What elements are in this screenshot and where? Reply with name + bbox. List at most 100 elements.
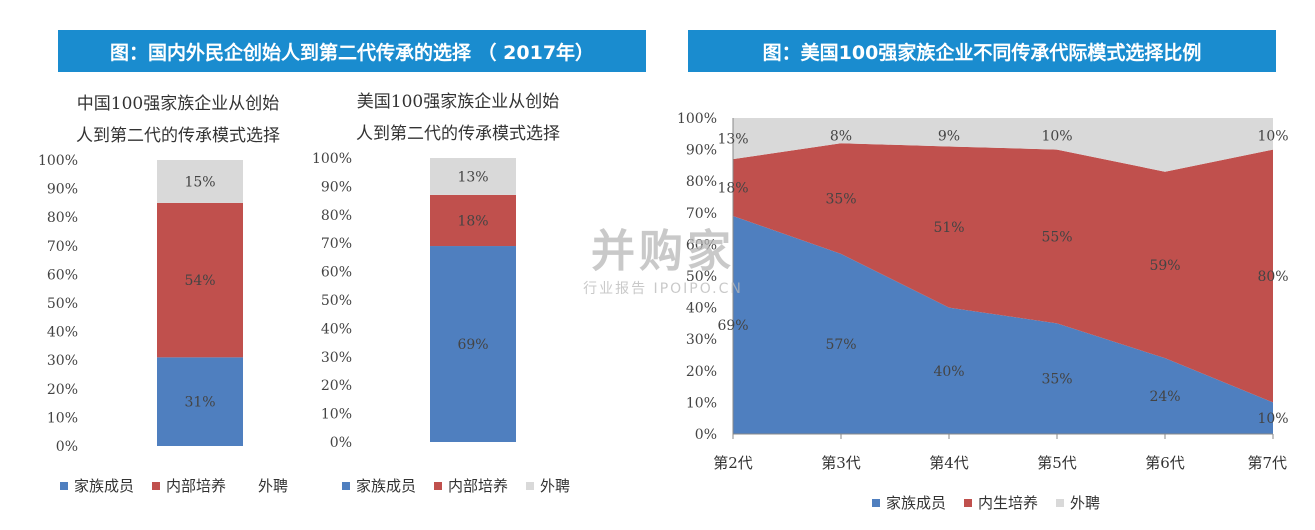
china-chart-ytick-label: 90% <box>47 182 78 198</box>
china-chart-bar-data-label: 54% <box>184 273 215 289</box>
china-chart-ytick-label: 30% <box>47 353 78 369</box>
generation-chart-xtick-label: 第2代 <box>713 454 753 472</box>
china-chart-legend-item: 家族成员 <box>60 475 134 496</box>
generation-chart-ytick-label: 60% <box>686 237 717 253</box>
generation-chart-legend-item: 内生培养 <box>964 492 1038 513</box>
generation-chart-ytick-label: 70% <box>686 206 717 222</box>
left-banner-title: 图：国内外民企创始人到第二代传承的选择 （ 2017年） <box>58 30 646 72</box>
us-chart-title: 美国100强家族企业从创始 人到第二代的传承模式选择 <box>330 86 586 150</box>
us-chart-ytick-label: 30% <box>321 350 352 366</box>
generation-chart-legend-item: 家族成员 <box>872 492 946 513</box>
us-chart-ytick-label: 70% <box>321 236 352 252</box>
us-chart-ytick-label: 90% <box>321 179 352 195</box>
generation-chart-area-2 <box>733 143 1273 403</box>
china-chart-ytick-label: 70% <box>47 239 78 255</box>
us-chart-bar-data-label: 69% <box>457 337 488 353</box>
us-chart-ytick-label: 50% <box>321 293 352 309</box>
us-chart-bar-data-label: 13% <box>457 169 488 185</box>
generation-chart-ytick-label: 30% <box>686 332 717 348</box>
generation-chart-ytick-label: 90% <box>686 143 717 159</box>
us-chart-legend-label: 内部培养 <box>448 477 509 495</box>
generation-chart-legend-label: 内生培养 <box>978 494 1039 512</box>
generation-chart-legend-label: 外聘 <box>1070 494 1101 512</box>
china-chart-legend-swatch <box>244 482 252 490</box>
china-chart-title-line-1: 中国100强家族企业从创始 <box>76 94 280 114</box>
generation-chart-legend-swatch <box>1056 498 1065 507</box>
us-chart-ytick-label: 80% <box>321 208 352 224</box>
generation-chart-data-label: 13% <box>717 132 748 148</box>
us-chart-title-line-2: 人到第二代的传承模式选择 <box>356 124 560 144</box>
generation-chart-data-label: 10% <box>1257 411 1288 427</box>
china-chart-legend-label: 家族成员 <box>74 477 135 495</box>
generation-chart-xtick-label: 第5代 <box>1037 454 1077 472</box>
generation-chart-area-3 <box>733 118 1273 172</box>
china-chart-ytick-label: 60% <box>47 267 78 283</box>
generation-chart-xtick-label: 第3代 <box>821 454 861 472</box>
us-chart-legend-label: 外聘 <box>540 477 571 495</box>
china-chart-legend-label: 内部培养 <box>166 477 227 495</box>
generation-chart-data-label: 51% <box>933 220 964 236</box>
china-chart-ytick-label: 100% <box>38 153 78 169</box>
china-chart-ytick-label: 50% <box>47 296 78 312</box>
china-chart-bar-data-label: 15% <box>184 174 215 190</box>
us-chart-legend: 家族成员 内部培养 外聘 <box>342 475 588 496</box>
generation-chart-legend-label: 家族成员 <box>886 494 947 512</box>
china-chart-bar-data-label: 31% <box>184 395 215 411</box>
generation-chart-legend-swatch <box>872 498 880 507</box>
us-chart-bar-data-label: 18% <box>457 213 488 229</box>
generation-chart-data-label: 35% <box>825 192 856 208</box>
china-chart-title-line-2: 人到第二代的传承模式选择 <box>76 126 280 146</box>
china-chart-ytick-label: 40% <box>47 325 78 341</box>
generation-chart-data-label: 57% <box>825 337 856 353</box>
china-chart-ytick-label: 10% <box>47 410 78 426</box>
us-chart-legend-label: 家族成员 <box>356 477 417 495</box>
generation-chart-ytick-label: 40% <box>686 301 717 317</box>
generation-chart-data-label: 35% <box>1041 372 1072 388</box>
china-chart-bar-segment-1 <box>157 357 243 446</box>
china-chart-legend: 家族成员 内部培养 外聘 <box>60 475 306 496</box>
us-chart-legend-swatch <box>434 481 443 490</box>
generation-chart-data-label: 8% <box>830 128 852 144</box>
right-banner-title: 图：美国100强家族企业不同传承代际模式选择比例 <box>688 30 1276 72</box>
generation-chart-ytick-label: 0% <box>695 427 717 443</box>
china-chart-legend-label: 外聘 <box>258 477 289 495</box>
china-chart-bar-segment-2 <box>157 202 243 358</box>
generation-chart-ytick-label: 20% <box>686 364 717 380</box>
generation-chart-xtick-label: 第6代 <box>1145 454 1185 472</box>
generation-chart-area-1 <box>733 215 1273 434</box>
us-chart-ytick-label: 0% <box>330 435 352 451</box>
us-chart-ytick-label: 40% <box>321 321 352 337</box>
generation-chart-data-label: 40% <box>933 364 964 380</box>
generation-chart-ytick-label: 10% <box>686 395 717 411</box>
us-chart-legend-item: 家族成员 <box>342 475 416 496</box>
us-chart-ytick-label: 100% <box>312 151 352 167</box>
china-chart-bar-segment-3 <box>157 160 243 203</box>
generation-chart-data-label: 80% <box>1257 269 1288 285</box>
generation-chart-data-label: 10% <box>1257 128 1288 144</box>
generation-chart-data-label: 10% <box>1041 128 1072 144</box>
us-chart-bar-segment-2 <box>430 194 516 247</box>
china-chart-legend-item: 内部培养 <box>152 475 226 496</box>
generation-chart-data-label: 69% <box>717 318 748 334</box>
china-chart-legend-item: 外聘 <box>244 475 288 496</box>
us-chart-title-line-1: 美国100强家族企业从创始 <box>356 92 560 112</box>
generation-chart-legend-swatch <box>964 498 973 507</box>
china-chart-ytick-label: 80% <box>47 210 78 226</box>
generation-chart-xtick-label: 第4代 <box>929 454 969 472</box>
generation-chart-data-label: 24% <box>1149 389 1180 405</box>
us-chart-ytick-label: 60% <box>321 265 352 281</box>
china-chart-title: 中国100强家族企业从创始 人到第二代的传承模式选择 <box>58 88 298 152</box>
china-chart-ytick-label: 20% <box>47 382 78 398</box>
us-chart-legend-item: 外聘 <box>526 475 570 496</box>
generation-chart-ytick-label: 100% <box>677 111 717 127</box>
generation-chart-legend: 家族成员 内生培养 外聘 <box>872 492 1118 513</box>
china-chart-legend-swatch <box>60 481 68 490</box>
china-chart-legend-swatch <box>152 481 161 490</box>
us-chart-legend-swatch <box>526 481 535 490</box>
generation-chart-data-label: 55% <box>1041 230 1072 246</box>
us-chart-bar-segment-3 <box>430 158 516 195</box>
us-chart-legend-swatch <box>342 481 350 490</box>
generation-chart-legend-item: 外聘 <box>1056 492 1100 513</box>
us-chart-ytick-label: 20% <box>321 378 352 394</box>
generation-chart-data-label: 59% <box>1149 258 1180 274</box>
